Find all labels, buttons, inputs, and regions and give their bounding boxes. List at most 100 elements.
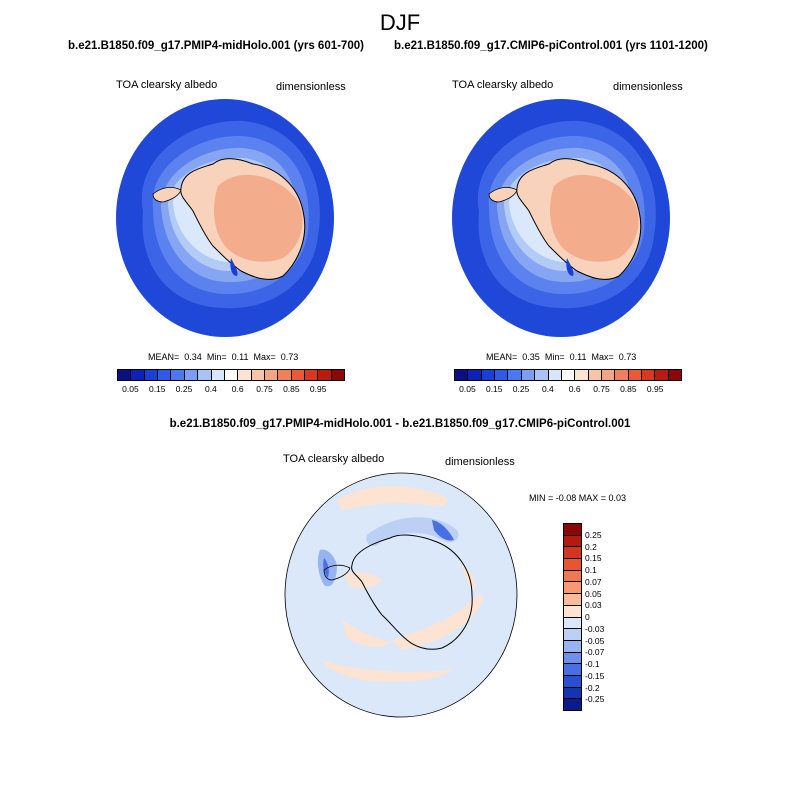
colorbar-tick-label: -0.05	[585, 635, 605, 646]
colorbar-box	[158, 370, 172, 380]
colorbar-box	[331, 370, 345, 380]
diff-minmax: MIN = -0.08 MAX = 0.03	[529, 493, 627, 503]
colorbar-box	[238, 370, 252, 380]
colorbar-box	[184, 370, 199, 380]
colorbar-box	[564, 605, 581, 618]
diff-field	[284, 472, 518, 718]
colorbar-tick-label: 0.95	[646, 384, 664, 394]
colorbar-diff-boxes	[563, 523, 582, 711]
colorbar-tick-label: 0.6	[568, 384, 581, 394]
panel-1-units: dimensionless	[276, 81, 346, 93]
colorbar-tick-label: 0.85	[620, 384, 637, 394]
colorbar-tick-label: 0.03	[585, 600, 602, 611]
colorbar-diff-labels: 0.25 0.2 0.15 0.1 0.07 0.05 0.03 0 -0.03 -0.05 -0.…	[585, 523, 635, 711]
colorbar-tick-label: -0.15	[585, 670, 605, 681]
colorbar-box	[564, 547, 581, 560]
map-diff	[284, 472, 518, 718]
panel-2-title: b.e21.B1850.f09_g17.CMIP6-piControl.001 …	[394, 40, 708, 52]
panel-2-stats: MEAN= 0.35 Min= 0.11 Max= 0.73	[486, 352, 637, 362]
colorbar-tick-label: -0.1	[585, 659, 600, 669]
colorbar-box	[291, 370, 306, 380]
colorbar-panel-2: 0.05 0.15 0.25 0.4 0.6 0.75 0.85 0.95	[454, 369, 682, 399]
colorbar-box	[564, 640, 581, 653]
colorbar-main-labels: 0.05 0.15 0.25 0.4 0.6 0.75 0.85 0.95	[117, 381, 345, 395]
colorbar-box	[655, 370, 669, 380]
colorbar-main-boxes	[117, 369, 345, 381]
map-panel-2	[452, 99, 670, 337]
colorbar-tick-label: 0.2	[585, 541, 597, 552]
colorbar-box	[564, 524, 581, 536]
colorbar-box	[171, 370, 185, 380]
colorbar-box	[144, 370, 159, 380]
colorbar-tick-label: 0.15	[485, 384, 503, 394]
colorbar-box	[564, 594, 581, 606]
colorbar-box	[668, 370, 682, 380]
season-title: DJF	[379, 10, 421, 35]
colorbar-box	[318, 370, 332, 380]
colorbar-box	[642, 370, 656, 380]
colorbar-box	[564, 675, 581, 688]
diff-units: dimensionless	[445, 456, 515, 468]
colorbar-box	[481, 370, 496, 380]
colorbar-tick-label: 0.4	[541, 384, 554, 394]
colorbar-diff: 0.25 0.2 0.15 0.1 0.07 0.05 0.03 0 -0.03 -0.05 -0.…	[563, 523, 643, 711]
colorbar-box	[495, 370, 509, 380]
colorbar-main-boxes	[454, 369, 682, 381]
colorbar-box	[564, 617, 581, 630]
colorbar-box	[564, 687, 581, 700]
colorbar-box	[535, 370, 549, 380]
colorbar-tick-label: 0.4	[204, 384, 217, 394]
colorbar-tick-label: 0.75	[256, 384, 273, 394]
colorbar-tick-label: 0.6	[231, 384, 244, 394]
colorbar-box	[198, 370, 212, 380]
colorbar-tick-label: 0	[585, 612, 590, 622]
colorbar-tick-label: -0.07	[585, 647, 605, 658]
colorbar-tick-label: 0.07	[585, 576, 602, 587]
colorbar-box	[224, 370, 239, 380]
colorbar-box	[564, 570, 581, 583]
colorbar-tick-label: 0.25	[585, 529, 602, 540]
colorbar-tick-label: 0.25	[175, 384, 193, 394]
colorbar-box	[601, 370, 616, 380]
colorbar-tick-label: -0.2	[585, 682, 600, 693]
colorbar-box	[561, 370, 576, 380]
map-panel-1	[116, 99, 334, 337]
colorbar-box	[588, 370, 602, 380]
colorbar-box	[118, 370, 132, 380]
colorbar-box	[564, 535, 581, 548]
colorbar-tick-label: 0.75	[593, 384, 610, 394]
colorbar-box	[548, 370, 562, 380]
colorbar-tick-label: 0.05	[122, 384, 139, 394]
colorbar-box	[508, 370, 522, 380]
colorbar-box	[264, 370, 279, 380]
colorbar-panel-1: 0.05 0.15 0.25 0.4 0.6 0.75 0.85 0.95	[117, 369, 345, 399]
panel-1-title: b.e21.B1850.f09_g17.PMIP4-midHolo.001 (y…	[68, 40, 364, 52]
colorbar-box	[628, 370, 643, 380]
colorbar-box	[521, 370, 536, 380]
diff-title: b.e21.B1850.f09_g17.PMIP4-midHolo.001 - …	[169, 418, 631, 430]
colorbar-box	[564, 699, 581, 710]
colorbar-tick-label: 0.05	[585, 588, 602, 599]
colorbar-box	[211, 370, 225, 380]
colorbar-tick-label: 0.25	[512, 384, 530, 394]
colorbar-tick-label: 0.95	[309, 384, 327, 394]
colorbar-box	[564, 652, 581, 665]
colorbar-box	[305, 370, 319, 380]
colorbar-box	[278, 370, 292, 380]
albedo-field-2	[452, 99, 670, 337]
colorbar-box	[564, 664, 581, 676]
panel-2-units: dimensionless	[613, 81, 683, 93]
colorbar-box	[131, 370, 145, 380]
colorbar-tick-label: 0.15	[148, 384, 166, 394]
colorbar-box	[468, 370, 482, 380]
colorbar-tick-label: 0.1	[585, 565, 597, 575]
colorbar-tick-label: 0.85	[283, 384, 300, 394]
colorbar-box	[564, 559, 581, 571]
panel-1-stats: MEAN= 0.34 Min= 0.11 Max= 0.73	[148, 352, 299, 362]
diff-variable: TOA clearsky albedo	[283, 453, 385, 465]
colorbar-box	[455, 370, 469, 380]
colorbar-tick-label: -0.03	[585, 623, 605, 634]
colorbar-box	[564, 629, 581, 641]
colorbar-box	[615, 370, 629, 380]
panel-1-variable: TOA clearsky albedo	[116, 79, 218, 91]
